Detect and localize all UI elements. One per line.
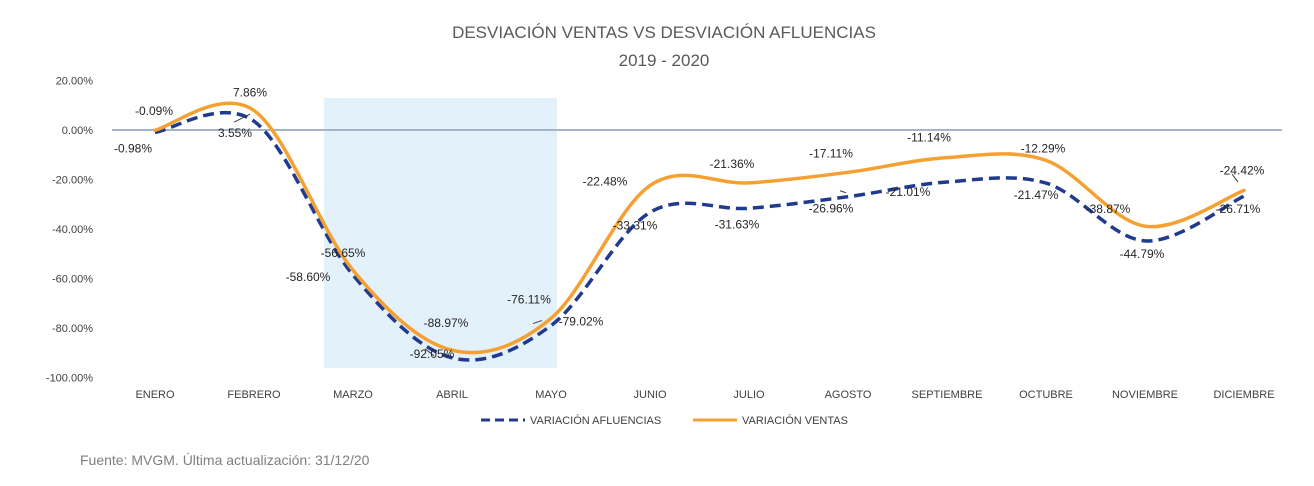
ventas-data-label: 7.86% xyxy=(233,86,267,100)
legend-label-afluencias: VARIACIÓN AFLUENCIAS xyxy=(530,414,661,427)
highlight-band xyxy=(324,98,557,368)
x-tick-label: JULIO xyxy=(733,389,765,401)
y-axis: 20.00% 0.00% -20.00% -40.00% -60.00% -80.00% -… xyxy=(46,76,93,385)
afluencias-data-label: 3.55% xyxy=(218,126,252,140)
afluencias-data-label: -26.96% xyxy=(809,202,854,216)
label-leader-line xyxy=(839,190,847,194)
afluencias-data-label: -21.47% xyxy=(1014,188,1059,202)
afluencias-data-label: -21.01% xyxy=(886,185,931,199)
y-tick-label: -60.00% xyxy=(52,274,93,286)
chart-title: DESVIACIÓN VENTAS VS DESVIACIÓN AFLUENCI… xyxy=(452,23,876,42)
y-tick-label: -80.00% xyxy=(52,323,93,335)
x-axis: ENERO FEBRERO MARZO ABRIL MAYO JUNIO JULIO AGOS… xyxy=(135,389,1274,401)
afluencias-line xyxy=(154,110,1245,362)
ventas-data-label: -11.14% xyxy=(907,131,951,145)
label-leader-line xyxy=(532,320,543,325)
ventas-data-label: -17.11% xyxy=(809,146,853,160)
series-lines xyxy=(153,101,1246,362)
y-tick-label: 20.00% xyxy=(56,76,94,88)
legend-label-ventas: VARIACIÓN VENTAS xyxy=(742,414,848,427)
ventas-data-label: -24.42% xyxy=(1220,163,1265,177)
x-tick-label: MARZO xyxy=(333,389,373,401)
x-tick-label: DICIEMBRE xyxy=(1213,389,1274,401)
y-tick-label: 0.00% xyxy=(62,125,93,137)
ventas-data-label: -38.87% xyxy=(1086,202,1131,216)
line-chart: DESVIACIÓN VENTAS VS DESVIACIÓN AFLUENCI… xyxy=(46,23,1282,427)
afluencias-data-label: -26.71% xyxy=(1216,202,1261,216)
afluencias-data-label: -33.31% xyxy=(613,218,658,232)
x-tick-label: SEPTIEMBRE xyxy=(912,389,983,401)
ventas-data-label: -12.29% xyxy=(1021,141,1066,155)
ventas-data-label: -56.65% xyxy=(321,246,366,260)
ventas-data-label: -21.36% xyxy=(710,157,755,171)
x-tick-label: OCTUBRE xyxy=(1019,389,1073,401)
label-leader-line xyxy=(233,113,251,123)
ventas-data-label: -76.11% xyxy=(507,292,551,306)
afluencias-data-label: -79.02% xyxy=(559,315,604,329)
afluencias-data-label: -58.60% xyxy=(286,270,331,284)
y-tick-label: -20.00% xyxy=(52,175,93,187)
x-tick-label: ENERO xyxy=(135,389,175,401)
x-tick-label: JUNIO xyxy=(634,389,667,401)
label-leader-line xyxy=(424,348,435,357)
ventas-data-label: -0.09% xyxy=(135,104,173,118)
x-tick-label: MAYO xyxy=(535,389,567,401)
x-tick-label: ABRIL xyxy=(436,389,468,401)
y-tick-label: -100.00% xyxy=(46,373,93,385)
x-tick-label: NOVIEMBRE xyxy=(1112,389,1178,401)
ventas-line xyxy=(153,101,1246,355)
y-tick-label: -40.00% xyxy=(52,224,93,236)
x-tick-label: FEBRERO xyxy=(227,389,281,401)
afluencias-data-label: -0.98% xyxy=(114,141,152,155)
legend: VARIACIÓN AFLUENCIAS VARIACIÓN VENTAS xyxy=(481,414,848,427)
data-labels: -0.98%3.55%-58.60%-92.05%-79.02%-33.31%-… xyxy=(114,86,1265,361)
source-note: Fuente: MVGM. Última actualización: 31/1… xyxy=(80,452,370,468)
label-leader-line xyxy=(1231,173,1239,183)
afluencias-data-label: -44.79% xyxy=(1120,247,1165,261)
ventas-data-label: -22.48% xyxy=(583,175,628,189)
ventas-data-label: -88.97% xyxy=(424,316,469,330)
afluencias-data-label: -31.63% xyxy=(715,217,760,231)
chart-subtitle: 2019 - 2020 xyxy=(619,51,710,70)
x-tick-label: AGOSTO xyxy=(825,389,872,401)
